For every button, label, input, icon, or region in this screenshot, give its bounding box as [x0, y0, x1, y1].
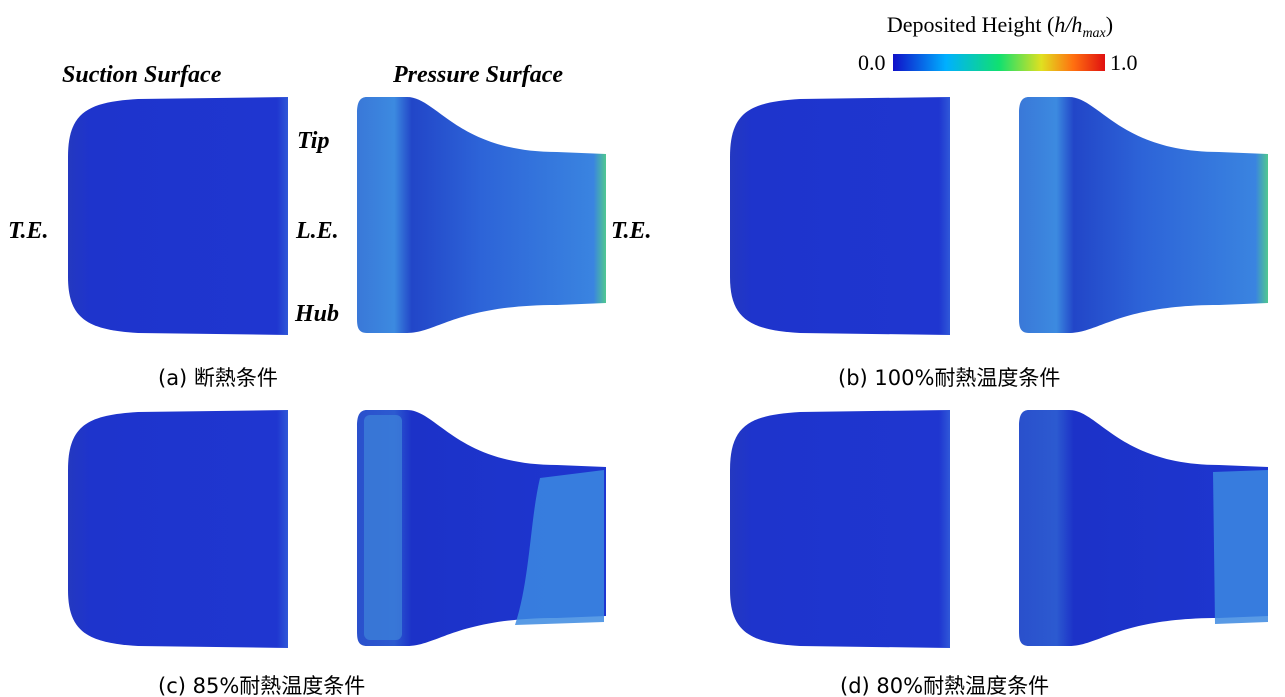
- suction-blade: [730, 97, 950, 335]
- suction-blade: [68, 97, 288, 335]
- hub-label: Hub: [294, 301, 339, 327]
- panel-caption: (a) 断熱条件: [158, 366, 278, 390]
- title-part: h/h: [1054, 12, 1082, 37]
- te-label: T.E.: [8, 218, 48, 244]
- pressure-blade: [357, 97, 606, 333]
- te-label: T.E.: [611, 218, 651, 244]
- panel-caption: (c) 85%耐熱温度条件: [158, 674, 365, 697]
- deposit-patch: [1213, 470, 1268, 624]
- suction-blade: [68, 410, 288, 648]
- title-part: ): [1106, 12, 1113, 37]
- colorbar-title: Deposited Height (h/hmax): [887, 12, 1113, 41]
- deposit-strip: [364, 415, 402, 640]
- figure: Deposited Height (h/hmax) 0.0 1.0 Suctio…: [0, 0, 1285, 697]
- pressure-blade: [1019, 97, 1268, 333]
- panel-caption: (d) 80%耐熱温度条件: [840, 674, 1049, 697]
- suction-blade: [730, 410, 950, 648]
- title-part: Deposited Height (: [887, 12, 1054, 37]
- tip-label: Tip: [297, 128, 329, 154]
- colorbar: [893, 54, 1105, 71]
- title-part: max: [1082, 26, 1106, 41]
- colorbar-max: 1.0: [1110, 50, 1138, 75]
- panel-caption: (b) 100%耐熱温度条件: [838, 366, 1060, 390]
- le-label: L.E.: [295, 218, 339, 244]
- pressure-label: Pressure Surface: [392, 62, 563, 88]
- colorbar-min: 0.0: [858, 50, 886, 75]
- suction-label: Suction Surface: [62, 62, 222, 88]
